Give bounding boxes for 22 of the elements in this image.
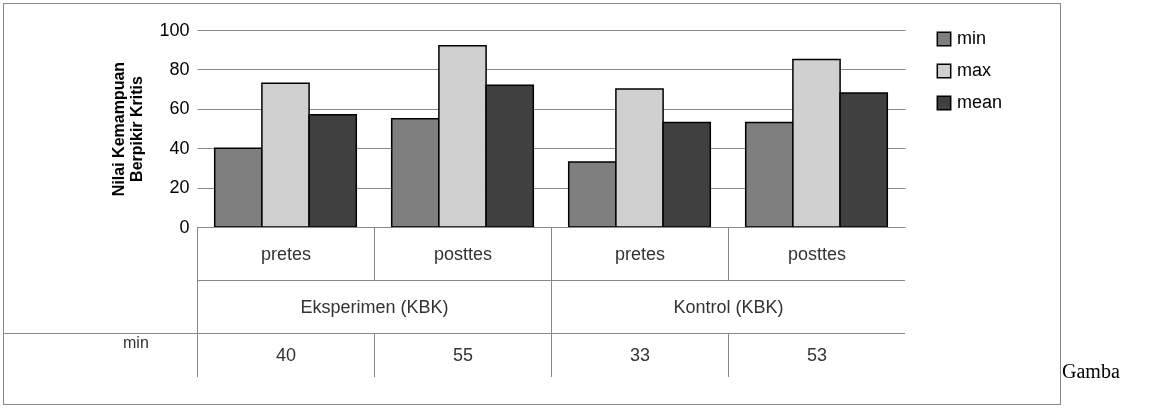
text: Eksperimen (KBK): [197, 280, 551, 333]
x-tick-label: posttes: [728, 227, 905, 280]
y-axis-title: Nilai Kemampuan Berpikir Kritis: [110, 61, 146, 197]
y-tick-label: 20: [169, 177, 190, 198]
text: min: [123, 334, 149, 351]
x-tick-label: pretes: [197, 227, 374, 280]
y-tick-label: 40: [169, 137, 190, 158]
y-tick-label: 0: [179, 216, 190, 237]
y-tick-label: 80: [169, 58, 190, 79]
x-tick-label: posttes: [374, 227, 551, 280]
data-label: 55: [374, 333, 551, 377]
y-tick-label: 100: [159, 19, 190, 40]
y-tick-label: 60: [169, 98, 190, 119]
text: Kontrol (KBK): [551, 280, 905, 333]
legend-label: mean: [957, 92, 1003, 112]
legend-label: min: [957, 28, 987, 48]
data-label: 40: [197, 333, 374, 377]
data-label: 33: [551, 333, 728, 377]
legend-label: max: [957, 60, 992, 80]
x-tick-label: pretes: [551, 227, 728, 280]
text: Gamba: [1062, 360, 1120, 383]
data-label: 53: [728, 333, 905, 377]
